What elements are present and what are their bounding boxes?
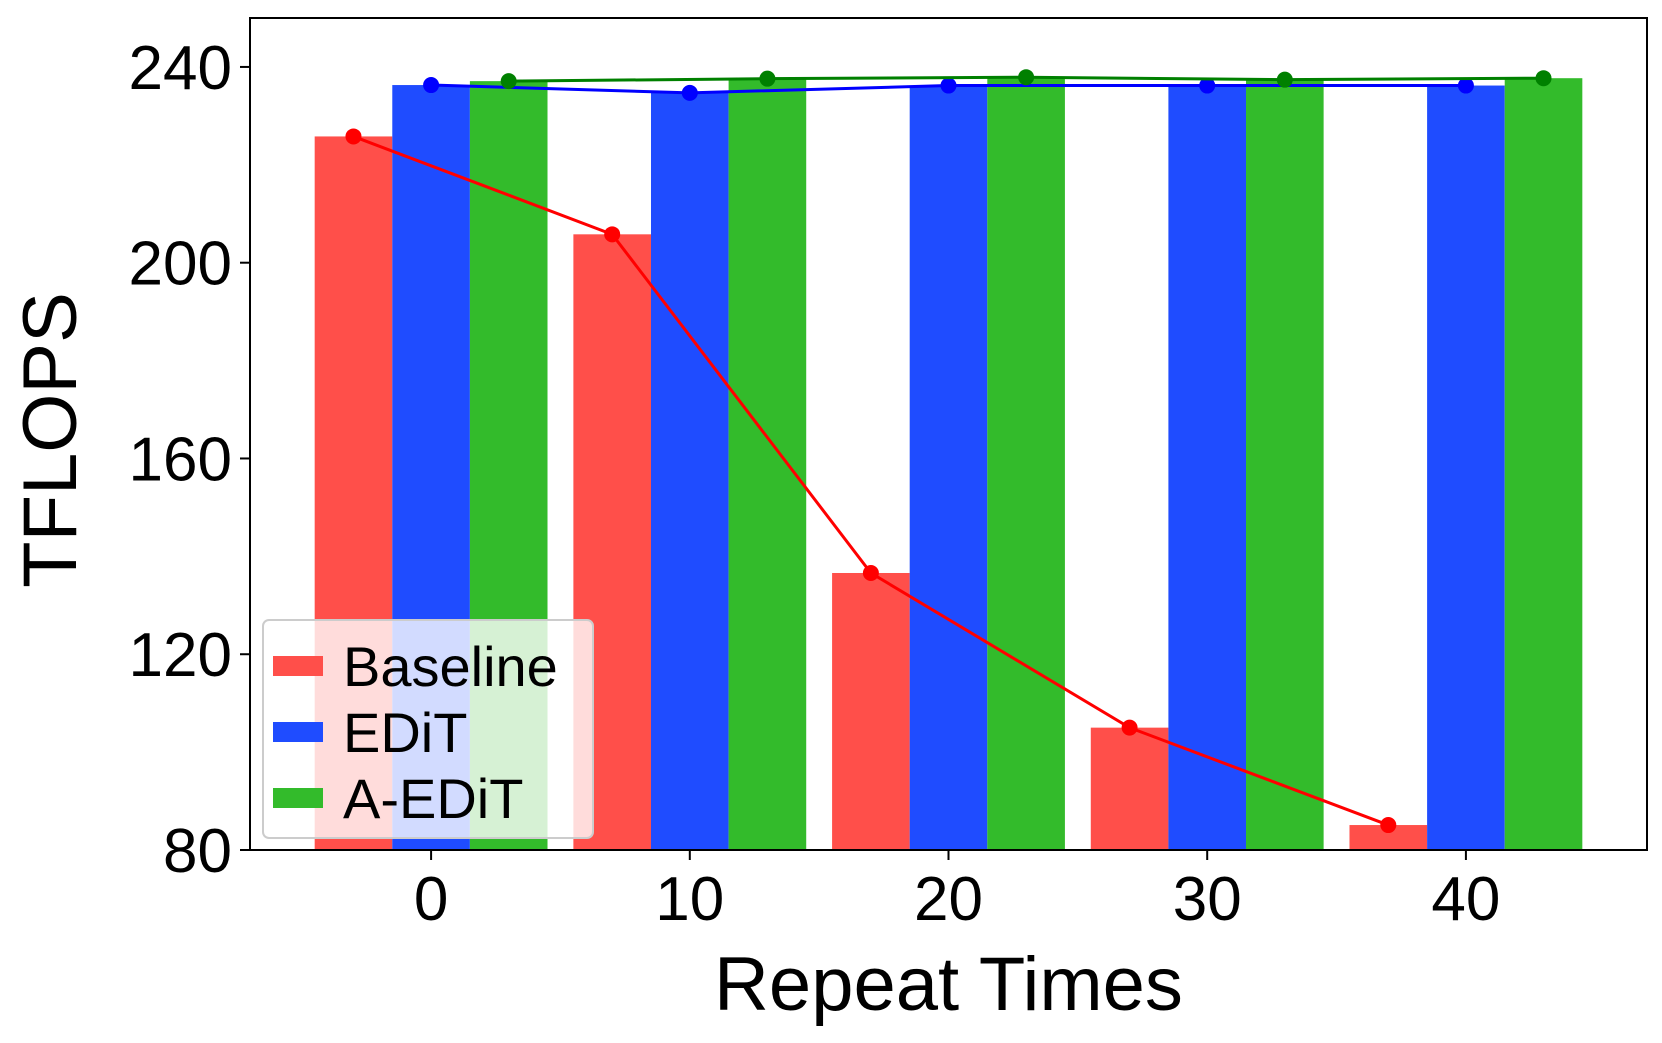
point-baseline-40 <box>1380 817 1397 834</box>
x-tick-label-30: 30 <box>1173 865 1242 934</box>
lines-layer <box>345 69 1552 834</box>
bar-edit-30 <box>1168 85 1247 851</box>
point-edit-10 <box>681 84 698 101</box>
legend-box <box>262 619 594 839</box>
x-axis-ticks: 0 10 20 30 40 <box>414 850 1500 934</box>
point-edit-0 <box>423 77 440 94</box>
point-baseline-20 <box>862 564 879 581</box>
y-axis-ticks: 80 120 160 200 240 <box>129 34 250 886</box>
legend-swatch-a-edit <box>273 788 323 808</box>
bars-layer <box>314 77 1583 851</box>
y-tick-label-240: 240 <box>129 34 232 103</box>
point-edit-30 <box>1199 77 1216 94</box>
x-axis-title: Repeat Times <box>714 942 1183 1027</box>
point-a-edit-10 <box>759 70 776 87</box>
legend-label-edit: EDiT <box>343 701 467 764</box>
point-baseline-0 <box>345 128 362 145</box>
y-tick-label-200: 200 <box>129 230 232 299</box>
y-tick-label-160: 160 <box>129 425 232 494</box>
x-tick-label-10: 10 <box>655 865 724 934</box>
point-a-edit-20 <box>1018 69 1035 86</box>
bar-a-edit-40 <box>1504 78 1583 851</box>
point-a-edit-0 <box>500 73 517 90</box>
bar-baseline-20 <box>832 572 910 850</box>
point-a-edit-30 <box>1276 71 1293 88</box>
point-a-edit-40 <box>1535 70 1552 87</box>
y-axis-title: TFLOPS <box>8 292 93 588</box>
x-tick-label-0: 0 <box>414 865 448 934</box>
bar-edit-20 <box>909 85 988 851</box>
y-tick-label-120: 120 <box>129 621 232 690</box>
bar-a-edit-30 <box>1246 79 1324 850</box>
point-baseline-30 <box>1121 719 1138 736</box>
bar-a-edit-10 <box>728 78 807 850</box>
legend-swatch-baseline <box>273 656 323 676</box>
legend-swatch-edit <box>273 722 323 742</box>
bar-edit-10 <box>650 92 729 850</box>
x-tick-label-20: 20 <box>914 865 983 934</box>
point-baseline-10 <box>604 226 621 243</box>
bar-a-edit-20 <box>987 77 1065 851</box>
point-edit-20 <box>940 77 957 94</box>
legend-label-baseline: Baseline <box>343 635 558 698</box>
bar-edit-40 <box>1427 85 1505 851</box>
legend-label-a-edit: A-EDiT <box>343 767 523 830</box>
point-edit-40 <box>1457 77 1474 94</box>
bar-baseline-30 <box>1090 727 1169 850</box>
x-tick-label-40: 40 <box>1431 865 1500 934</box>
y-tick-label-80: 80 <box>163 817 232 886</box>
